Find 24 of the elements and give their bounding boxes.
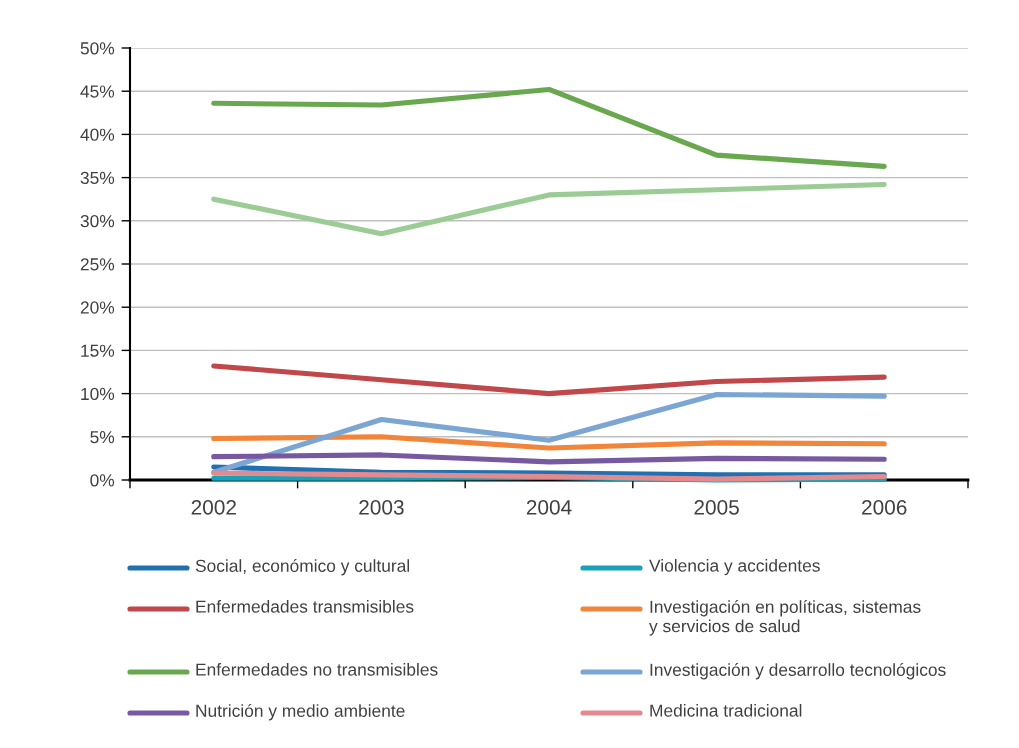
- y-tick-label: 50%: [80, 42, 115, 55]
- y-tick-label: 25%: [80, 258, 115, 271]
- x-tick-label: 2004: [526, 499, 572, 515]
- legend-label: Social, económico y cultural: [195, 559, 410, 576]
- y-tick-label: 35%: [80, 171, 115, 185]
- y-tick-label: 30%: [80, 214, 115, 228]
- y-tick-label: 15%: [81, 344, 115, 357]
- y-tick-label: 0%: [90, 474, 115, 487]
- x-tick-label: 2005: [694, 499, 739, 515]
- y-tick-label: 10%: [81, 387, 115, 401]
- y-tick-label: 45%: [80, 85, 115, 98]
- legend-label: Medicina tradicional: [650, 704, 802, 717]
- legend-label: Investigación en políticas, sistemas y servicios de salud: [649, 600, 921, 636]
- x-tick-label: 2002: [191, 499, 236, 515]
- legend-label: Enfermedades transmisibles: [196, 600, 414, 613]
- x-tick-label: 2006: [862, 499, 907, 515]
- legend-label: Nutrición y medio ambiente: [196, 704, 405, 721]
- x-tick-label: 2003: [359, 499, 404, 515]
- legend-label: Enfermedades no transmisibles: [196, 663, 438, 676]
- y-tick-label: 20%: [80, 301, 115, 314]
- legend-label: Violencia y accidentes: [649, 559, 820, 576]
- y-tick-label: 5%: [90, 431, 115, 444]
- y-tick-label: 40%: [80, 128, 115, 141]
- legend-label: Investigación y desarrollo tecnológicos: [650, 663, 946, 680]
